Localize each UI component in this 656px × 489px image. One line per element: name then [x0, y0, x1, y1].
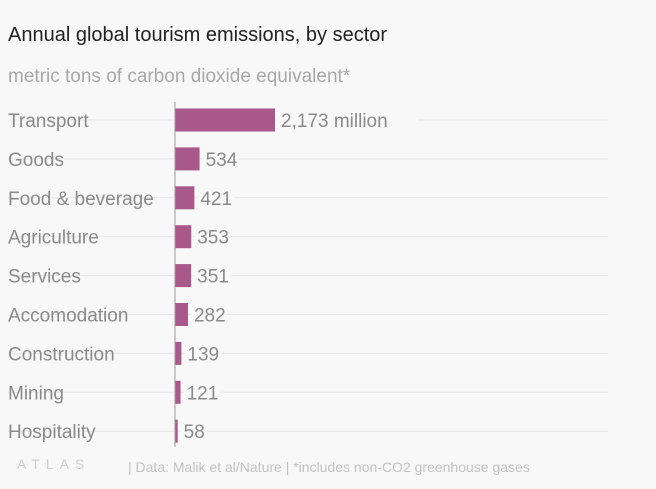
category-label: Food & beverage	[8, 189, 154, 210]
value-label-bg	[278, 109, 418, 131]
value-label: 421	[200, 189, 232, 210]
value-label: 2,173 million	[281, 111, 388, 132]
value-label-bg	[180, 420, 208, 443]
bar	[175, 147, 200, 171]
value-label: 351	[197, 267, 229, 288]
value-label-bg	[183, 381, 221, 404]
footer: ATLAS | Data: Malik et al/Nature | *incl…	[0, 456, 656, 480]
bar	[175, 341, 182, 365]
value-label-bg	[202, 147, 240, 170]
value-label-bg	[190, 303, 228, 326]
chart-title: Annual global tourism emissions, by sect…	[8, 24, 388, 46]
bar	[175, 380, 181, 404]
atlas-logo: ATLAS	[17, 456, 91, 472]
bar	[175, 186, 195, 210]
value-label: 121	[187, 383, 219, 404]
bar	[175, 108, 275, 132]
value-label: 282	[194, 306, 226, 327]
bar	[175, 419, 178, 443]
category-label: Transport	[8, 111, 89, 132]
value-label-bg	[197, 186, 235, 209]
source-note: | Data: Malik et al/Nature | *includes n…	[128, 459, 530, 475]
value-label: 139	[187, 344, 219, 365]
category-label: Services	[8, 267, 81, 288]
bar-chart: Transport 2,173 million Goods 534 Food & bev…	[8, 102, 608, 447]
category-label: Mining	[8, 383, 64, 404]
category-label: Construction	[8, 344, 115, 365]
bar	[175, 264, 192, 288]
category-label: Accomodation	[8, 306, 128, 327]
value-label-bg	[184, 342, 222, 365]
value-label: 534	[206, 150, 238, 171]
value-label-bg	[194, 225, 232, 248]
bar	[175, 303, 188, 326]
bar	[175, 225, 192, 249]
value-label-bg	[194, 264, 232, 287]
category-label: Hospitality	[8, 422, 96, 443]
chart-subtitle: metric tons of carbon dioxide equivalent…	[8, 66, 351, 87]
category-label: Goods	[8, 150, 64, 171]
value-label: 353	[197, 228, 229, 249]
value-label: 58	[184, 422, 205, 443]
category-label: Agriculture	[8, 228, 99, 249]
